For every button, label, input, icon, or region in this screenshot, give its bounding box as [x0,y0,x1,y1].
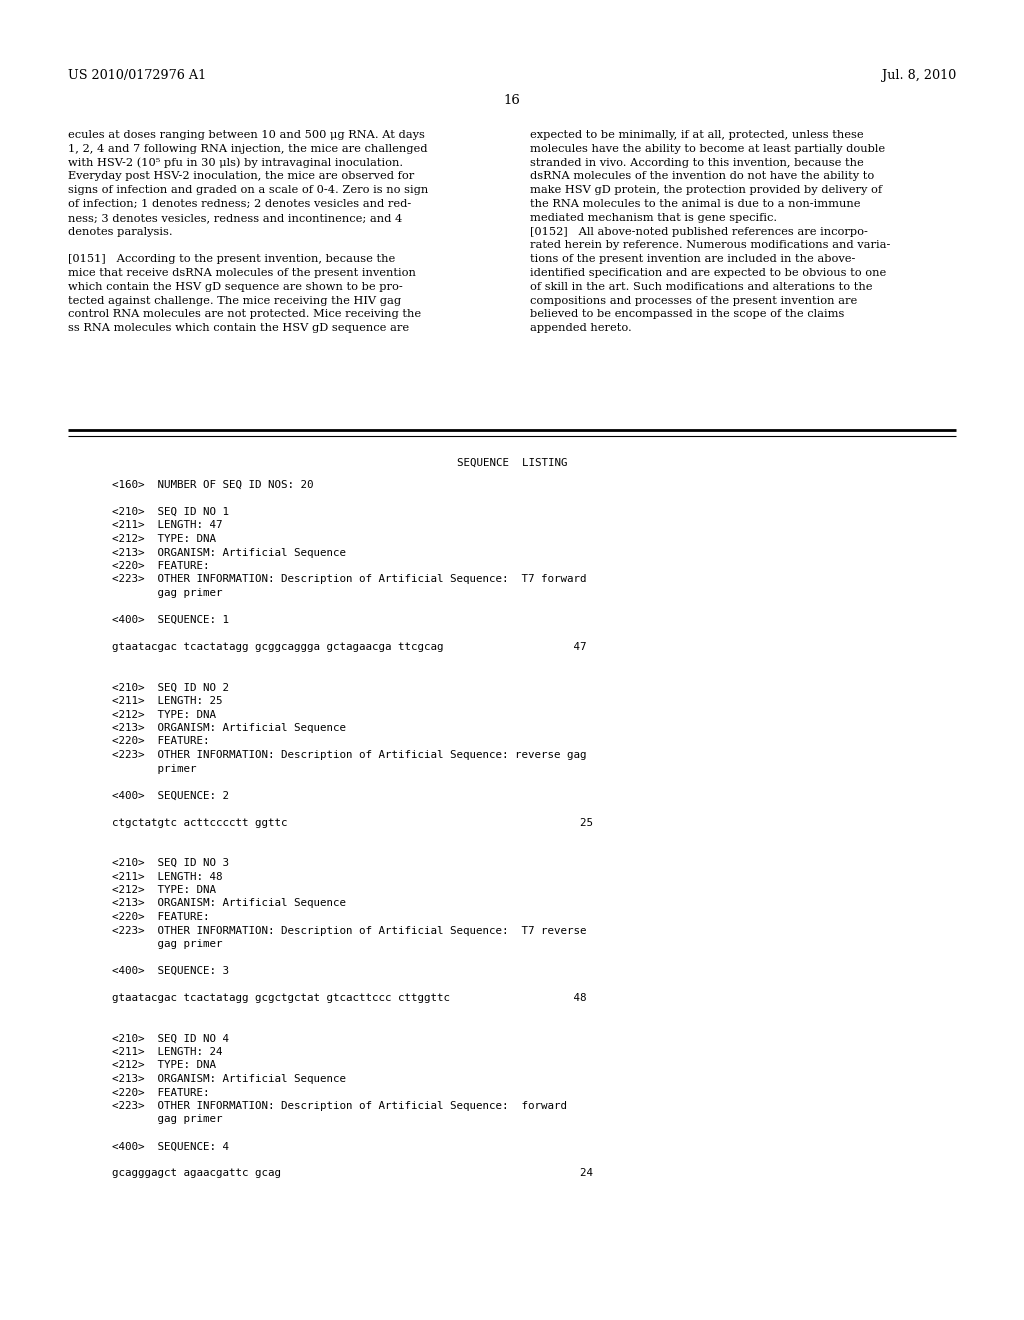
Text: <223>  OTHER INFORMATION: Description of Artificial Sequence:  T7 reverse: <223> OTHER INFORMATION: Description of … [112,925,587,936]
Text: 1, 2, 4 and 7 following RNA injection, the mice are challenged: 1, 2, 4 and 7 following RNA injection, t… [68,144,427,154]
Text: with HSV-2 (10⁵ pfu in 30 μls) by intravaginal inoculation.: with HSV-2 (10⁵ pfu in 30 μls) by intrav… [68,157,403,168]
Text: <220>  FEATURE:: <220> FEATURE: [112,912,210,921]
Text: <400>  SEQUENCE: 3: <400> SEQUENCE: 3 [112,966,229,975]
Text: dsRNA molecules of the invention do not have the ability to: dsRNA molecules of the invention do not … [530,172,874,181]
Text: denotes paralysis.: denotes paralysis. [68,227,173,236]
Text: mice that receive dsRNA molecules of the present invention: mice that receive dsRNA molecules of the… [68,268,416,279]
Text: SEQUENCE  LISTING: SEQUENCE LISTING [457,458,567,469]
Text: <212>  TYPE: DNA: <212> TYPE: DNA [112,535,216,544]
Text: molecules have the ability to become at least partially double: molecules have the ability to become at … [530,144,885,154]
Text: compositions and processes of the present invention are: compositions and processes of the presen… [530,296,857,306]
Text: Everyday post HSV-2 inoculation, the mice are observed for: Everyday post HSV-2 inoculation, the mic… [68,172,415,181]
Text: <223>  OTHER INFORMATION: Description of Artificial Sequence: reverse gag: <223> OTHER INFORMATION: Description of … [112,750,587,760]
Text: [0152]   All above-noted published references are incorpo-: [0152] All above-noted published referen… [530,227,868,236]
Text: the RNA molecules to the animal is due to a non-immune: the RNA molecules to the animal is due t… [530,199,860,209]
Text: primer: primer [112,763,197,774]
Text: <220>  FEATURE:: <220> FEATURE: [112,737,210,747]
Text: stranded in vivo. According to this invention, because the: stranded in vivo. According to this inve… [530,157,864,168]
Text: <211>  LENGTH: 48: <211> LENGTH: 48 [112,871,222,882]
Text: rated herein by reference. Numerous modifications and varia-: rated herein by reference. Numerous modi… [530,240,891,251]
Text: control RNA molecules are not protected. Mice receiving the: control RNA molecules are not protected.… [68,309,421,319]
Text: signs of infection and graded on a scale of 0-4. Zero is no sign: signs of infection and graded on a scale… [68,185,428,195]
Text: gag primer: gag primer [112,1114,222,1125]
Text: <213>  ORGANISM: Artificial Sequence: <213> ORGANISM: Artificial Sequence [112,899,346,908]
Text: <220>  FEATURE:: <220> FEATURE: [112,561,210,572]
Text: [0151]   According to the present invention, because the: [0151] According to the present inventio… [68,255,395,264]
Text: Jul. 8, 2010: Jul. 8, 2010 [882,69,956,82]
Text: <212>  TYPE: DNA: <212> TYPE: DNA [112,710,216,719]
Text: <210>  SEQ ID NO 2: <210> SEQ ID NO 2 [112,682,229,693]
Text: <212>  TYPE: DNA: <212> TYPE: DNA [112,884,216,895]
Text: of skill in the art. Such modifications and alterations to the: of skill in the art. Such modifications … [530,281,872,292]
Text: <211>  LENGTH: 24: <211> LENGTH: 24 [112,1047,222,1057]
Text: <160>  NUMBER OF SEQ ID NOS: 20: <160> NUMBER OF SEQ ID NOS: 20 [112,480,313,490]
Text: make HSV gD protein, the protection provided by delivery of: make HSV gD protein, the protection prov… [530,185,882,195]
Text: <400>  SEQUENCE: 1: <400> SEQUENCE: 1 [112,615,229,624]
Text: <210>  SEQ ID NO 1: <210> SEQ ID NO 1 [112,507,229,517]
Text: <213>  ORGANISM: Artificial Sequence: <213> ORGANISM: Artificial Sequence [112,723,346,733]
Text: of infection; 1 denotes redness; 2 denotes vesicles and red-: of infection; 1 denotes redness; 2 denot… [68,199,412,209]
Text: ecules at doses ranging between 10 and 500 μg RNA. At days: ecules at doses ranging between 10 and 5… [68,129,425,140]
Text: <400>  SEQUENCE: 4: <400> SEQUENCE: 4 [112,1142,229,1151]
Text: mediated mechanism that is gene specific.: mediated mechanism that is gene specific… [530,213,777,223]
Text: gag primer: gag primer [112,587,222,598]
Text: gtaatacgac tcactatagg gcggcaggga gctagaacga ttcgcag                    47: gtaatacgac tcactatagg gcggcaggga gctagaa… [112,642,587,652]
Text: <213>  ORGANISM: Artificial Sequence: <213> ORGANISM: Artificial Sequence [112,548,346,557]
Text: <210>  SEQ ID NO 3: <210> SEQ ID NO 3 [112,858,229,869]
Text: tions of the present invention are included in the above-: tions of the present invention are inclu… [530,255,855,264]
Text: appended hereto.: appended hereto. [530,323,632,333]
Text: gcagggagct agaacgattc gcag                                              24: gcagggagct agaacgattc gcag 24 [112,1168,593,1179]
Text: <211>  LENGTH: 25: <211> LENGTH: 25 [112,696,222,706]
Text: <212>  TYPE: DNA: <212> TYPE: DNA [112,1060,216,1071]
Text: US 2010/0172976 A1: US 2010/0172976 A1 [68,69,206,82]
Text: <400>  SEQUENCE: 2: <400> SEQUENCE: 2 [112,791,229,800]
Text: ctgctatgtc acttcccctt ggttc                                             25: ctgctatgtc acttcccctt ggttc 25 [112,817,593,828]
Text: ss RNA molecules which contain the HSV gD sequence are: ss RNA molecules which contain the HSV g… [68,323,410,333]
Text: 16: 16 [504,94,520,107]
Text: <223>  OTHER INFORMATION: Description of Artificial Sequence:  T7 forward: <223> OTHER INFORMATION: Description of … [112,574,587,585]
Text: gtaatacgac tcactatagg gcgctgctat gtcacttccc cttggttc                   48: gtaatacgac tcactatagg gcgctgctat gtcactt… [112,993,587,1003]
Text: <210>  SEQ ID NO 4: <210> SEQ ID NO 4 [112,1034,229,1044]
Text: expected to be minimally, if at all, protected, unless these: expected to be minimally, if at all, pro… [530,129,863,140]
Text: <223>  OTHER INFORMATION: Description of Artificial Sequence:  forward: <223> OTHER INFORMATION: Description of … [112,1101,567,1111]
Text: gag primer: gag primer [112,939,222,949]
Text: identified specification and are expected to be obvious to one: identified specification and are expecte… [530,268,886,279]
Text: <213>  ORGANISM: Artificial Sequence: <213> ORGANISM: Artificial Sequence [112,1074,346,1084]
Text: <211>  LENGTH: 47: <211> LENGTH: 47 [112,520,222,531]
Text: <220>  FEATURE:: <220> FEATURE: [112,1088,210,1097]
Text: which contain the HSV gD sequence are shown to be pro-: which contain the HSV gD sequence are sh… [68,281,402,292]
Text: ness; 3 denotes vesicles, redness and incontinence; and 4: ness; 3 denotes vesicles, redness and in… [68,213,402,223]
Text: believed to be encompassed in the scope of the claims: believed to be encompassed in the scope … [530,309,845,319]
Text: tected against challenge. The mice receiving the HIV gag: tected against challenge. The mice recei… [68,296,401,306]
